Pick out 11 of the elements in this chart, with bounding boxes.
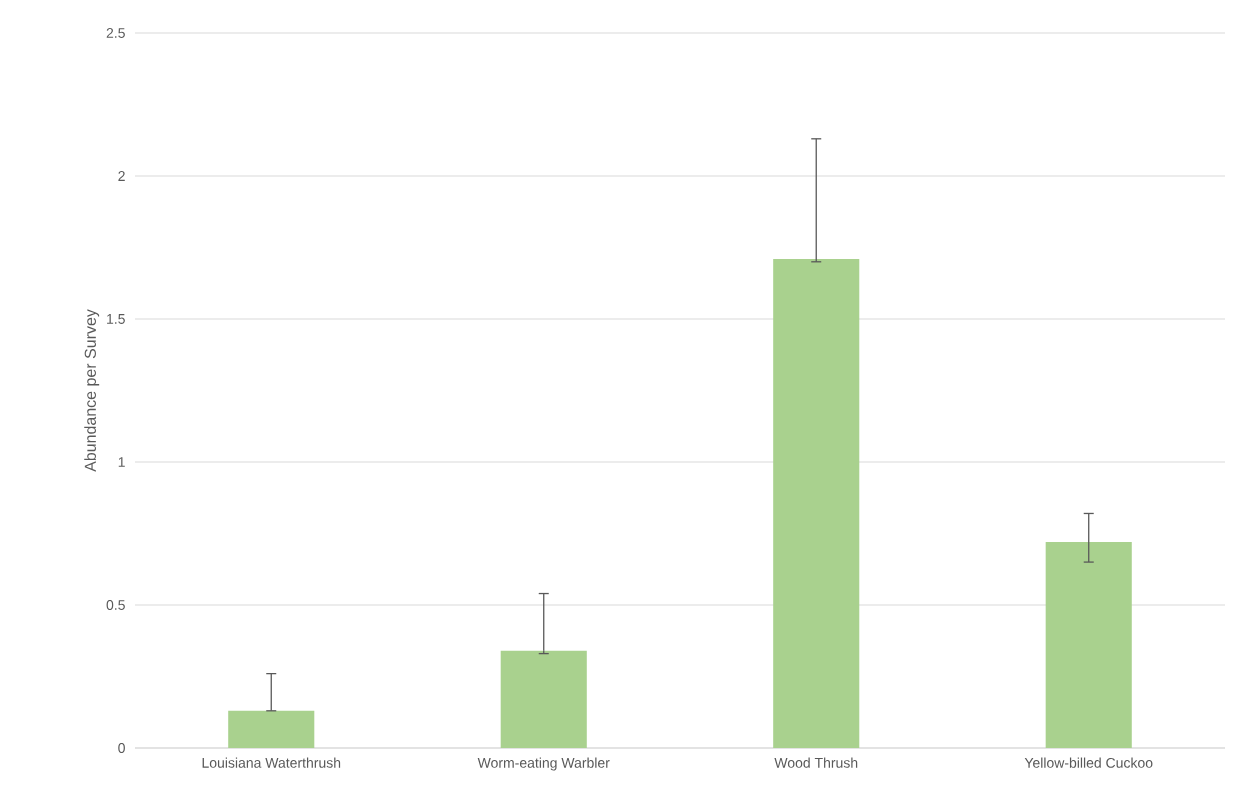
y-axis-title: Abundance per Survey: [84, 309, 100, 472]
x-tick-label: Wood Thrush: [774, 757, 858, 768]
y-tick-label: 1: [118, 457, 125, 467]
y-tick-label: 1.5: [107, 314, 125, 324]
x-tick-label: Worm-eating Warbler: [477, 757, 610, 771]
y-tick-label: 0.5: [106, 600, 125, 610]
y-tick-label: 2.5: [106, 28, 125, 38]
x-tick-label: Louisiana Waterthrush: [202, 757, 341, 768]
y-tick-label: 0: [118, 743, 125, 753]
x-tick-label: Yellow-billed Cuckoo: [1024, 757, 1153, 768]
y-tick-label: 2: [118, 171, 125, 181]
